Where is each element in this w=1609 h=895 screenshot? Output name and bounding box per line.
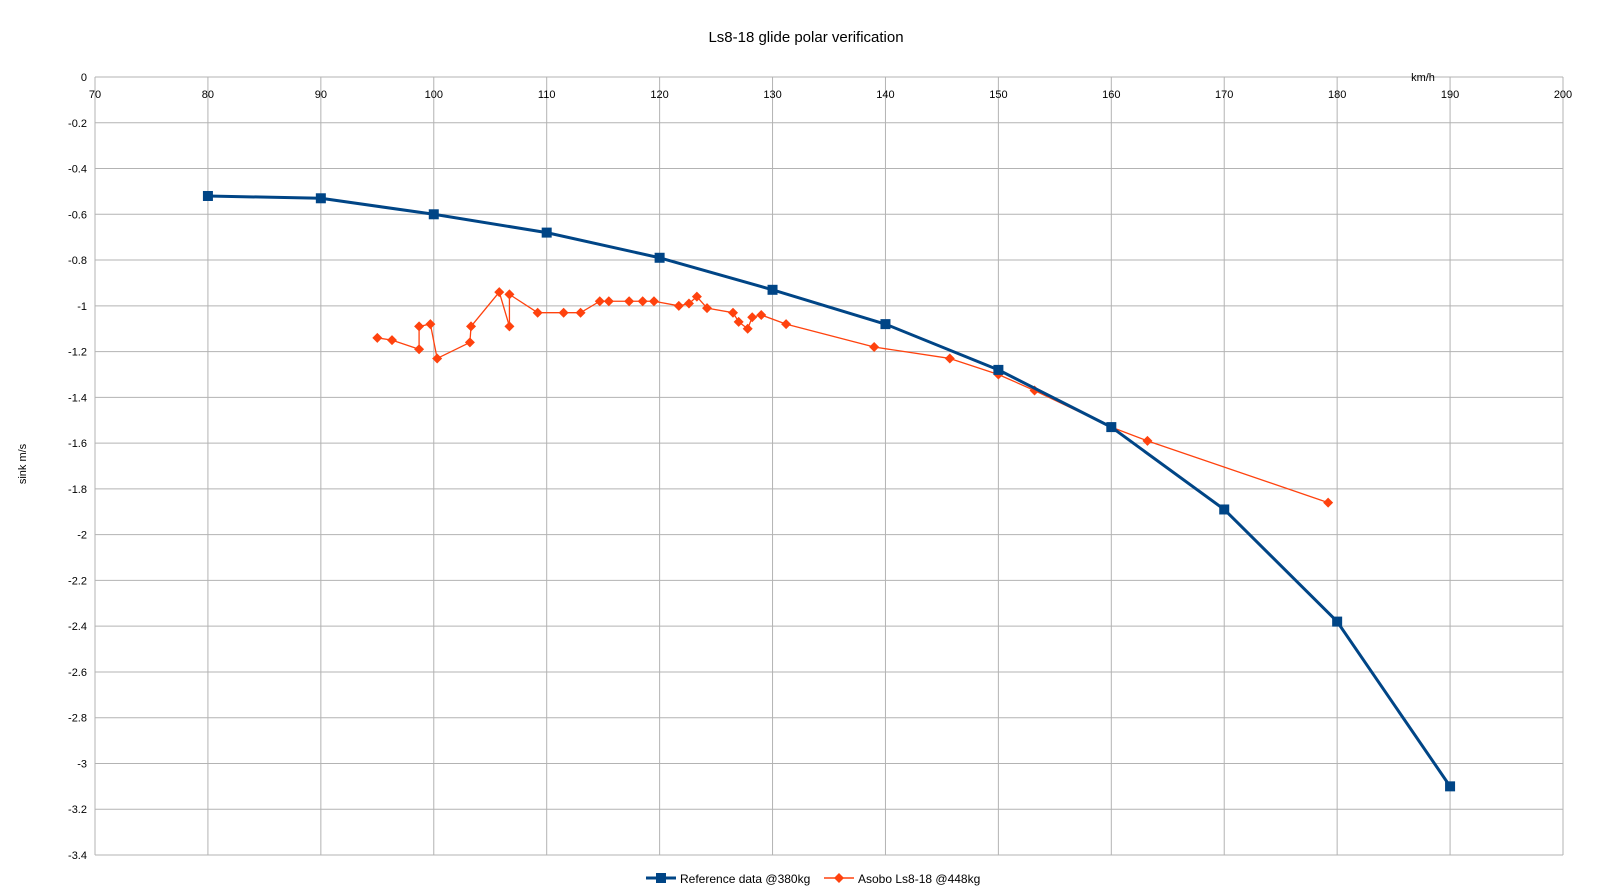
reference-point (1219, 504, 1230, 515)
y-tick-label: 0 (81, 72, 87, 84)
asobo-point (464, 337, 475, 348)
reference-point (428, 209, 439, 220)
y-tick-label: -0.2 (68, 118, 87, 130)
y-axis-label: sink m/s (17, 443, 29, 484)
asobo-point (648, 296, 659, 307)
gridlines (94, 76, 1564, 856)
asobo-point (747, 312, 758, 323)
x-tick-label: 190 (1441, 89, 1459, 101)
asobo-point (575, 307, 586, 318)
legend-reference-label: Reference data @380kg (680, 872, 810, 886)
chart-title: Ls8-18 glide polar verification (708, 29, 903, 46)
legend-reference-marker (656, 873, 666, 883)
x-tick-label: 80 (202, 89, 214, 101)
asobo-point (504, 289, 515, 300)
reference-series (202, 190, 1456, 792)
asobo-point (756, 309, 767, 320)
y-tick-labels: 0 -0.2 -0.4 -0.6 -0.8 -1 -1.2 -1.4 -1.6 -1.8 -2 -2.… (68, 72, 87, 862)
series-layer (202, 190, 1456, 792)
asobo-point (504, 321, 515, 332)
x-tick-labels: 70 80 90 100 110 120 130 140 150 160 170 180 190 200 (89, 89, 1572, 101)
x-axis-label: km/h (1411, 72, 1435, 84)
reference-point (1332, 616, 1343, 627)
asobo-point (372, 332, 383, 343)
y-tick-label: -0.8 (68, 255, 87, 267)
asobo-point (1323, 497, 1334, 508)
x-tick-label: 100 (425, 89, 443, 101)
y-tick-label: -0.4 (68, 164, 87, 176)
reference-point (202, 190, 213, 201)
y-tick-label: -1 (77, 301, 87, 313)
y-tick-label: -1.4 (68, 392, 87, 404)
asobo-point (466, 321, 477, 332)
x-tick-label: 160 (1102, 89, 1120, 101)
reference-point (654, 252, 665, 263)
x-tick-label: 130 (763, 89, 781, 101)
reference-point (767, 284, 778, 295)
asobo-point (425, 319, 436, 330)
y-tick-label: -3 (77, 758, 87, 770)
legend-asobo-label: Asobo Ls8-18 @448kg (858, 872, 980, 886)
x-tick-label: 170 (1215, 89, 1233, 101)
x-tick-label: 90 (315, 89, 327, 101)
asobo-point (494, 287, 505, 298)
asobo-point (702, 303, 713, 314)
y-tick-label: -2 (77, 530, 87, 542)
y-tick-label: -1.2 (68, 347, 87, 359)
asobo-point (414, 344, 425, 355)
asobo-point (532, 307, 543, 318)
asobo-point (733, 316, 744, 327)
asobo-point (683, 298, 694, 309)
asobo-point (637, 296, 648, 307)
reference-point (315, 193, 326, 204)
y-tick-label: -1.6 (68, 438, 87, 450)
asobo-point (558, 307, 569, 318)
asobo-point (673, 300, 684, 311)
asobo-point (624, 296, 635, 307)
asobo-point (869, 342, 880, 353)
y-tick-label: -2.2 (68, 575, 87, 587)
x-tick-label: 120 (650, 89, 668, 101)
asobo-point (1142, 435, 1153, 446)
y-tick-label: -2.4 (68, 621, 87, 633)
x-tick-label: 200 (1554, 89, 1572, 101)
asobo-point (781, 319, 792, 330)
asobo-point (728, 307, 739, 318)
x-tick-label: 110 (538, 89, 556, 101)
asobo-point (603, 296, 614, 307)
reference-point (1106, 422, 1117, 433)
asobo-point (386, 335, 397, 346)
y-tick-label: -0.6 (68, 209, 87, 221)
asobo-point (414, 321, 425, 332)
y-tick-label: -2.8 (68, 713, 87, 725)
x-tick-label: 180 (1328, 89, 1346, 101)
asobo-line (377, 291, 1329, 504)
asobo-point (944, 353, 955, 364)
x-tick-label: 70 (89, 89, 101, 101)
reference-point (880, 319, 891, 330)
asobo-point (594, 296, 605, 307)
legend-asobo-marker (834, 873, 844, 883)
y-tick-label: -3.4 (68, 850, 87, 862)
legend: Reference data @380kg Asobo Ls8-18 @448k… (646, 872, 980, 886)
y-tick-label: -2.6 (68, 667, 87, 679)
y-tick-label: -3.2 (68, 804, 87, 816)
reference-point (541, 227, 552, 238)
x-tick-label: 150 (989, 89, 1007, 101)
y-tick-label: -1.8 (68, 484, 87, 496)
reference-point (993, 364, 1004, 375)
asobo-point (691, 291, 702, 302)
asobo-series (372, 287, 1334, 508)
asobo-point (742, 323, 753, 334)
reference-line (207, 194, 1452, 788)
x-tick-label: 140 (876, 89, 894, 101)
reference-point (1445, 781, 1456, 792)
asobo-point (432, 353, 443, 364)
